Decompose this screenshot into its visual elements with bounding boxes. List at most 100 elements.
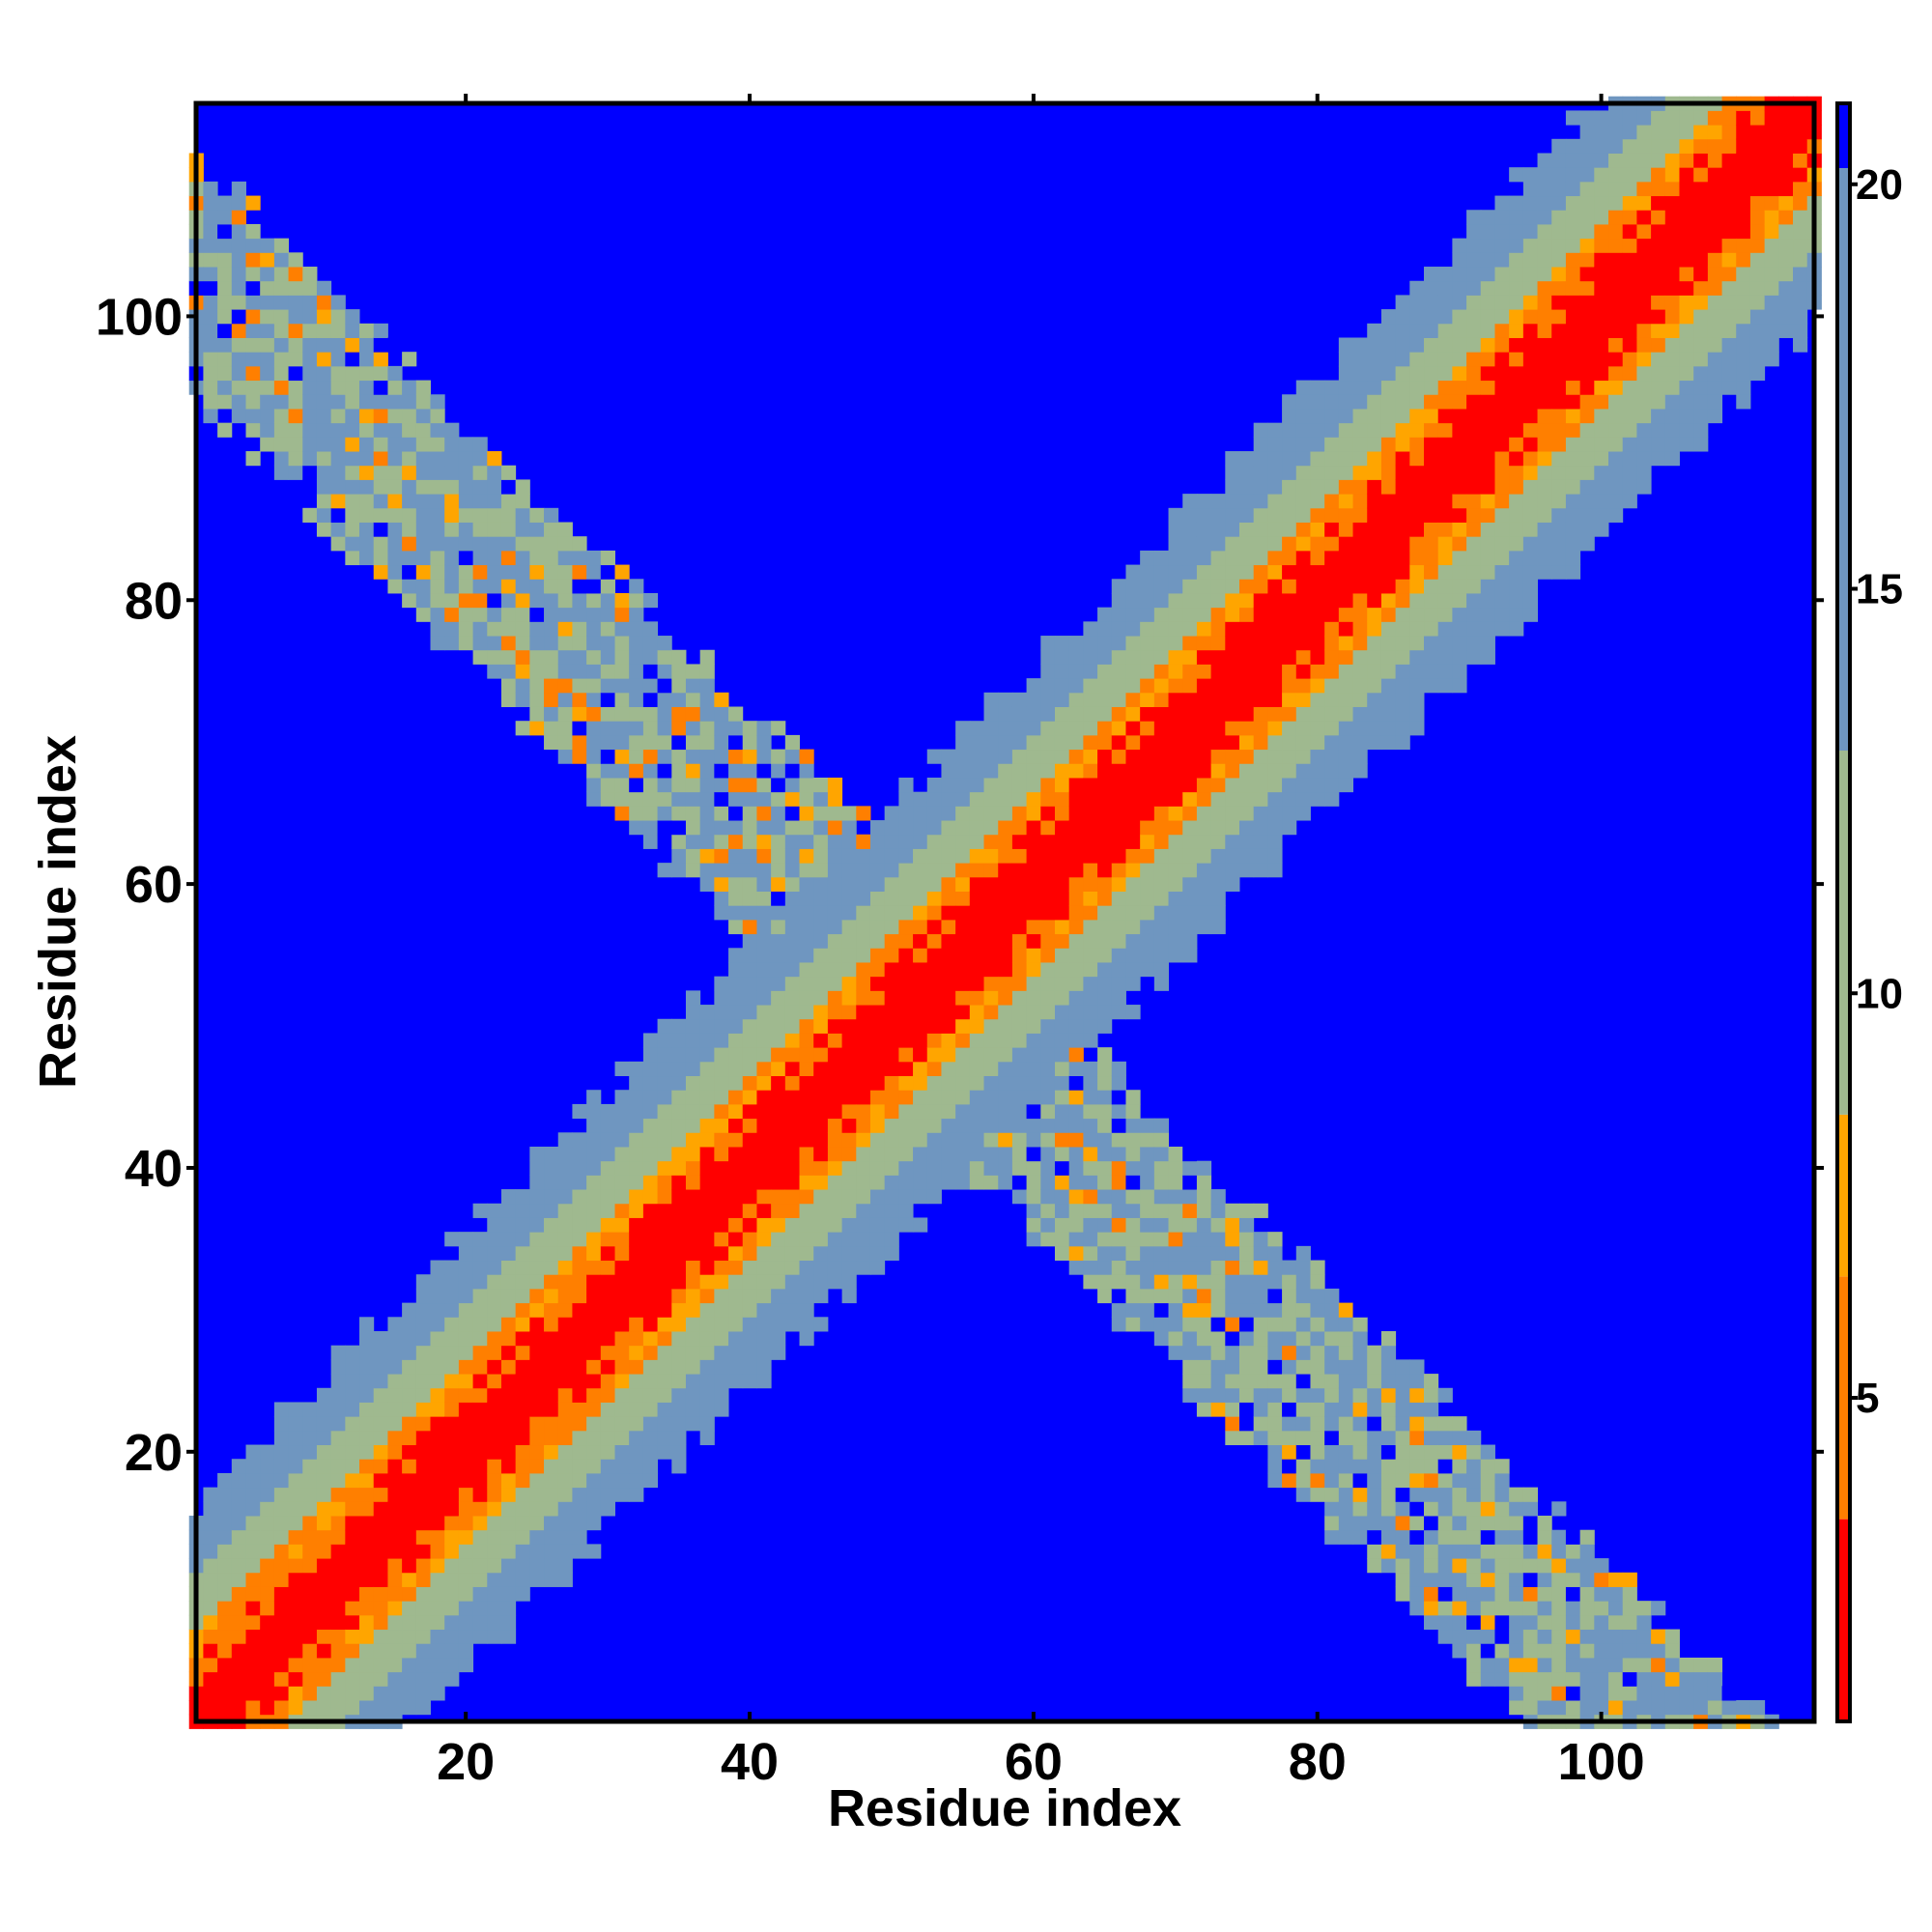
heatmap-cell [1537,1614,1552,1631]
heatmap-cell [1409,706,1425,722]
heatmap-cell [1380,564,1397,580]
heatmap-cell [1267,1331,1283,1347]
heatmap-cell [1083,990,1098,1006]
heatmap-cell [671,749,687,764]
heatmap-cell [1579,1643,1595,1659]
heatmap-cell [1494,451,1510,467]
heatmap-cell [1225,806,1240,821]
heatmap-cell [898,1047,914,1063]
heatmap-cell [273,1430,290,1446]
heatmap-cell [1295,1288,1311,1304]
heatmap-cell [771,721,786,736]
heatmap-cell [841,1132,857,1148]
heatmap-cell [1537,1586,1552,1602]
heatmap-cell [1764,138,1779,154]
heatmap-cell [629,1260,644,1275]
heatmap-cell [458,621,474,637]
heatmap-cell [544,1444,559,1460]
heatmap-cell [1424,507,1439,523]
heatmap-cell [685,820,701,836]
heatmap-cell [983,948,999,963]
heatmap-cell [1778,238,1794,253]
heatmap-cell [1693,195,1709,211]
heatmap-cell [1011,834,1028,849]
heatmap-cell [1736,223,1751,240]
heatmap-cell [444,422,460,438]
heatmap-cell [941,763,956,779]
heatmap-cell [671,1331,687,1347]
heatmap-cell [1210,763,1226,779]
heatmap-cell [330,1374,346,1389]
heatmap-cell [671,1147,687,1162]
heatmap-cell [1026,1203,1041,1218]
heatmap-cell [316,465,332,480]
heatmap-cell [699,1075,715,1091]
heatmap-cell [373,1671,388,1687]
heatmap-cell [1466,1430,1482,1446]
heatmap-cell [458,1643,474,1659]
heatmap-cell [458,1614,474,1631]
heatmap-cell [642,1472,659,1489]
heatmap-cell [1196,1331,1212,1347]
colorbar-tick-label: 5 [1856,1375,1879,1422]
heatmap-cell [1679,1671,1694,1687]
heatmap-cell [1367,365,1382,382]
heatmap-cell [515,507,530,523]
heatmap-cell [1452,649,1467,665]
heatmap-cell [1282,1430,1297,1446]
heatmap-cell [955,976,971,991]
heatmap-cell [359,1614,375,1631]
heatmap-cell [1338,678,1354,694]
heatmap-cell [1125,806,1141,821]
heatmap-cell [1225,749,1240,764]
heatmap-cell [1622,295,1637,310]
heatmap-cell [316,380,332,395]
heatmap-cell [1295,791,1311,807]
heatmap-cell [1068,976,1084,991]
heatmap-cell [1409,352,1425,367]
heatmap-cell [231,1601,246,1616]
heatmap-cell [245,1601,261,1616]
heatmap-cell [1636,138,1652,154]
heatmap-cell [1168,848,1183,864]
heatmap-cell [1097,1047,1113,1063]
heatmap-cell [614,1175,630,1190]
heatmap-cell [1324,465,1340,480]
heatmap-cell [1352,1387,1368,1403]
heatmap-cell [444,494,460,509]
heatmap-cell [415,1516,431,1531]
heatmap-cell [557,1387,573,1403]
heatmap-cell [1295,408,1311,424]
heatmap-cell [869,1005,886,1020]
heatmap-cell [203,1671,218,1687]
heatmap-cell [1409,1501,1425,1517]
heatmap-cell [1239,1345,1255,1360]
heatmap-cell [557,664,573,679]
heatmap-cell [1140,734,1155,751]
heatmap-cell [742,1317,757,1332]
heatmap-cell [515,479,530,495]
heatmap-cell [1594,153,1609,168]
heatmap-cell [1140,848,1155,864]
heatmap-cell [458,592,474,609]
heatmap-cell [699,734,715,751]
heatmap-cell [856,1175,871,1190]
heatmap-cell [1622,408,1637,424]
heatmap-cell [1054,1132,1070,1148]
heatmap-cell [841,834,857,849]
heatmap-cell [1764,223,1779,240]
heatmap-cell [671,1402,687,1417]
heatmap-cell [671,1302,687,1318]
heatmap-cell [926,1160,942,1176]
heatmap-cell [685,1189,701,1205]
heatmap-cell [1594,1629,1609,1644]
heatmap-cell [1267,422,1283,438]
heatmap-cell [1267,507,1283,523]
heatmap-cell [998,721,1013,736]
heatmap-cell [1153,592,1170,609]
heatmap-cell [969,933,984,949]
heatmap-cell [345,309,360,325]
heatmap-cell [1068,1075,1084,1091]
heatmap-cell [1452,664,1467,679]
